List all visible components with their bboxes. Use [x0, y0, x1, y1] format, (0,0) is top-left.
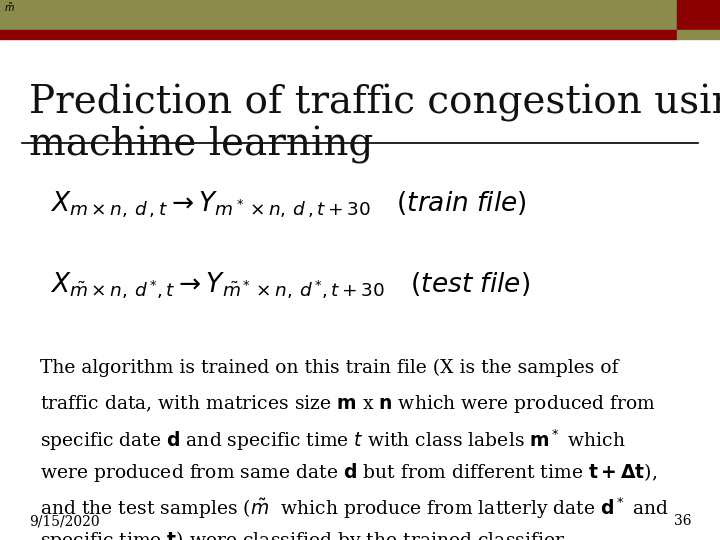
- Text: $\tilde{m}$: $\tilde{m}$: [4, 1, 14, 14]
- Bar: [677, 30, 720, 39]
- Text: were produced from same date $\mathbf{d}$ but from different time $\mathbf{t+\De: were produced from same date $\mathbf{d}…: [40, 461, 657, 484]
- Text: Prediction of traffic congestion using
machine learning: Prediction of traffic congestion using m…: [29, 84, 720, 164]
- Text: traffic data, with matrices size $\mathbf{m}$ x $\mathbf{n}$ which were produced: traffic data, with matrices size $\mathb…: [40, 393, 656, 415]
- Text: 9/15/2020: 9/15/2020: [29, 514, 99, 528]
- Text: specific date $\mathbf{d}$ and specific time $t$ with class labels $\mathbf{m}^*: specific date $\mathbf{d}$ and specific …: [40, 427, 625, 453]
- Bar: [0, 30, 677, 39]
- Text: 36: 36: [674, 514, 691, 528]
- Bar: [0, 0, 677, 30]
- Text: specific time $\mathbf{t}$) were classified by the trained classifier.: specific time $\mathbf{t}$) were classif…: [40, 529, 569, 540]
- Text: The algorithm is trained on this train file (X is the samples of: The algorithm is trained on this train f…: [40, 359, 618, 377]
- Text: $X_{m\times n,\,d\,,t} \rightarrow Y_{m^*\times n,\,d\,,t+30}\quad(\mathit{train: $X_{m\times n,\,d\,,t} \rightarrow Y_{m^…: [50, 190, 527, 220]
- Bar: [677, 0, 720, 30]
- Text: and the test samples ($\tilde{m}$  which produce from latterly date $\mathbf{d}^: and the test samples ($\tilde{m}$ which …: [40, 495, 668, 521]
- Text: $X_{\tilde{m}\times n,\,d^*\!,t} \rightarrow Y_{\tilde{m}^*\times n,\,d^*\!,t+30: $X_{\tilde{m}\times n,\,d^*\!,t} \righta…: [50, 271, 531, 301]
